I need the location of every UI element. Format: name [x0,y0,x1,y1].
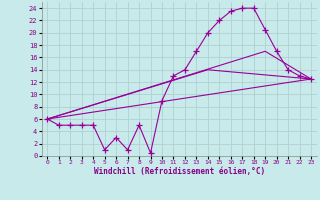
X-axis label: Windchill (Refroidissement éolien,°C): Windchill (Refroidissement éolien,°C) [94,167,265,176]
